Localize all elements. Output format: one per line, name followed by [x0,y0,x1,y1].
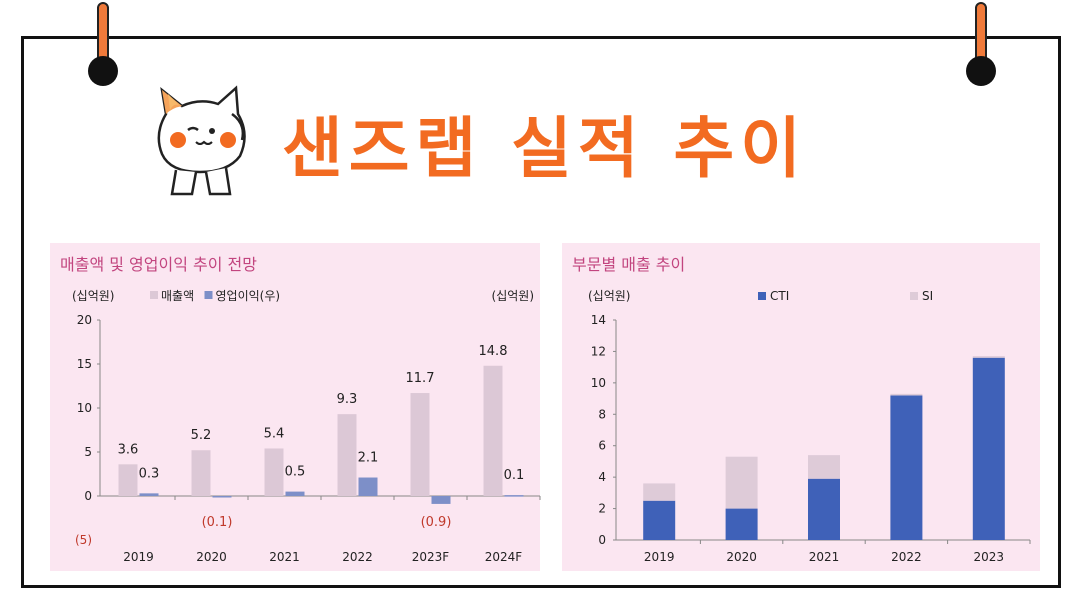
chart2-si-bar [808,455,840,479]
chart1-sales-bar [191,450,211,496]
chart1-xtick-label: 2019 [123,550,154,564]
chart1-sales-label: 3.6 [118,442,139,457]
chart2-unit-left: (십억원) [588,289,630,303]
chart1-title: 매출액 및 영업이익 추이 전망 [60,255,257,274]
page-title: 샌즈랩 실적 추이 [282,110,807,187]
chart2-si-bar [890,393,923,396]
chart1-ytick-label: 0 [84,489,92,503]
chart2-cti-bar [808,478,840,540]
chart1-profit-bar [504,495,524,497]
chart1-legend-label: 영업이익(우) [216,289,281,303]
segment-sales-chart: (십억원) CTI SI 14 12 10 8 6 4 2 0 2019 2020 2021 2022 202… [588,289,1031,564]
chart1-ytick-label: 10 [77,401,92,415]
chart2-cti-bar [643,500,676,540]
chart2-xtick-label: 2020 [726,550,757,564]
chart1-ytick-label: 20 [77,313,92,327]
chart1-profit-label: (0.1) [202,515,233,530]
chart1-sales-bar [410,393,430,496]
chart1-sales-bar [118,464,138,496]
chart1-xtick-label: 2022 [342,550,373,564]
chart1-sales-bar [337,414,357,496]
chart1-unit-left: (십억원) [72,289,114,303]
chart2-legend-label: CTI [770,289,789,303]
chart1-xtick-label: 2024F [485,550,523,564]
chart2-xtick-label: 2019 [644,550,675,564]
chart2-si-bar [725,456,758,509]
chart1-sales-bar [483,365,503,496]
chart2-ytick-label: 14 [591,313,606,327]
chart2-xtick-label: 2023 [974,550,1005,564]
chart1-profit-bar [285,491,305,496]
chart1-profit-label: (0.9) [421,515,452,530]
chart2-ytick-label: 4 [598,470,606,484]
segment-sales-chart-panel: 부문별 매출 추이 (십억원) CTI SI 14 12 10 8 6 4 2 0 2019 2020 2… [562,243,1040,571]
chart1-profit-bar [139,493,159,496]
chart1-sales-label: 11.7 [406,371,435,386]
chart2-ytick-label: 6 [598,439,606,453]
chart2-legend-swatch [758,292,766,300]
chart1-legend-swatch [204,291,213,299]
chart1-ytick-label: 15 [77,357,92,371]
chart1-sales-label: 9.3 [337,392,358,407]
chart2-xtick-label: 2021 [809,550,840,564]
chart1-sales-label: 5.4 [264,426,285,441]
chart1-unit-right: (십억원) [492,289,534,303]
chart1-profit-label: 0.1 [504,468,525,483]
chart1-ytick-label: (5) [75,533,92,547]
chart2-ytick-label: 0 [598,533,606,547]
chart1-profit-label: 2.1 [358,451,379,466]
chart1-sales-label: 5.2 [191,428,212,443]
sales-profit-chart: (십억원) (십억원)매출액 영업이익(우)20151050(5)20193.60.… [72,289,541,564]
chart2-si-bar [972,356,1005,358]
chart1-profit-label: 0.3 [139,466,160,481]
chart2-ytick-label: 8 [598,407,606,421]
chart1-profit-label: 0.5 [285,465,306,480]
chart2-legend-swatch [910,292,918,300]
chart2-cti-bar [972,357,1005,540]
sales-profit-chart-panel: 매출액 및 영업이익 추이 전망 (십억원) (십억원) 매출액 영업이익(우) 20 1… [50,243,541,571]
chart2-title: 부문별 매출 추이 [572,255,686,274]
chart1-xtick-label: 2021 [269,550,300,564]
chart2-cti-bar [890,395,923,540]
chart2-ytick-label: 10 [591,376,606,390]
chart2-xtick-label: 2022 [891,550,922,564]
chart2-ytick-label: 2 [598,502,606,516]
chart2-legend-label: SI [922,289,933,303]
chart2-ytick-label: 12 [591,344,606,358]
cat-mascot-icon [157,85,246,196]
chart1-xtick-label: 2023F [412,550,450,564]
chart1-legend-swatch [150,291,158,299]
chart1-ytick-label: 5 [84,445,92,459]
chart2-si-bar [643,483,676,501]
chart1-profit-bar [212,496,232,498]
chart1-profit-bar [358,477,378,496]
chart1-profit-bar [431,496,451,504]
chart1-legend-label: 매출액 [161,289,194,303]
chart1-sales-bar [264,448,284,496]
chart2-cti-bar [725,508,758,540]
chart1-xtick-label: 2020 [196,550,227,564]
chart1-sales-label: 14.8 [479,344,508,359]
